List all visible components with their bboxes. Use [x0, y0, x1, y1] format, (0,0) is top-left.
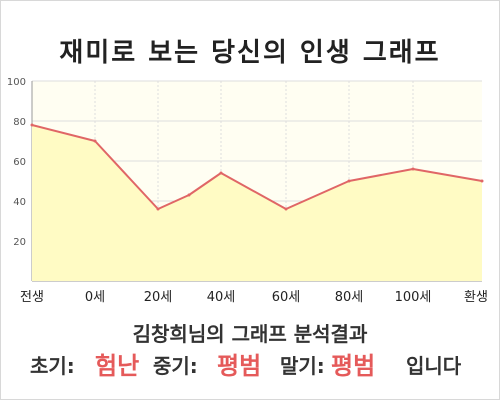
- data-point-4: [219, 171, 223, 175]
- series-area: [32, 125, 482, 281]
- data-point-5: [284, 207, 288, 211]
- series-line-segment-0: [31, 124, 96, 142]
- x-tick-label-7: 환생: [464, 290, 488, 305]
- x-tick-label-6: 100세: [395, 290, 432, 305]
- late-value: 평범: [331, 352, 376, 380]
- y-tick-label-40: 40: [13, 197, 26, 208]
- series-line-segment-3: [188, 172, 222, 196]
- series-line-segment-1: [94, 140, 159, 210]
- data-point-7: [411, 167, 415, 171]
- data-point-1: [93, 139, 97, 143]
- data-point-3: [187, 193, 191, 197]
- series-line-segment-4: [220, 172, 287, 210]
- mid-value: 평범: [217, 352, 262, 380]
- mid-label: 중기:: [153, 354, 198, 378]
- data-point-6: [347, 179, 351, 183]
- result-heading: 김창희님의 그래프 분석결과: [132, 322, 368, 346]
- early-label: 초기:: [30, 354, 75, 378]
- data-point-2: [156, 207, 160, 211]
- chart-title: 재미로 보는 당신의 인생 그래프: [59, 38, 441, 68]
- x-tick-label-1: 0세: [85, 290, 105, 305]
- x-tick-label-0: 전생: [20, 290, 44, 305]
- ending-text: 입니다: [406, 354, 462, 378]
- y-tick-label-80: 80: [13, 117, 26, 128]
- x-tick-label-3: 40세: [207, 290, 236, 305]
- early-value: 험난: [95, 352, 140, 380]
- series-line-segment-5: [285, 180, 350, 210]
- y-tick-label-60: 60: [13, 157, 26, 168]
- x-tick-label-5: 80세: [335, 290, 364, 305]
- y-tick-label-100: 100: [7, 77, 26, 88]
- series-line-segment-6: [348, 168, 414, 182]
- y-tick-label-20: 20: [13, 237, 26, 248]
- series-line-segment-7: [412, 168, 483, 182]
- series-line-segment-2: [157, 194, 190, 210]
- data-point-0: [30, 123, 34, 127]
- x-tick-label-2: 20세: [144, 290, 173, 305]
- data-point-8: [480, 179, 484, 183]
- x-tick-label-4: 60세: [272, 290, 301, 305]
- late-label: 말기:: [280, 354, 325, 378]
